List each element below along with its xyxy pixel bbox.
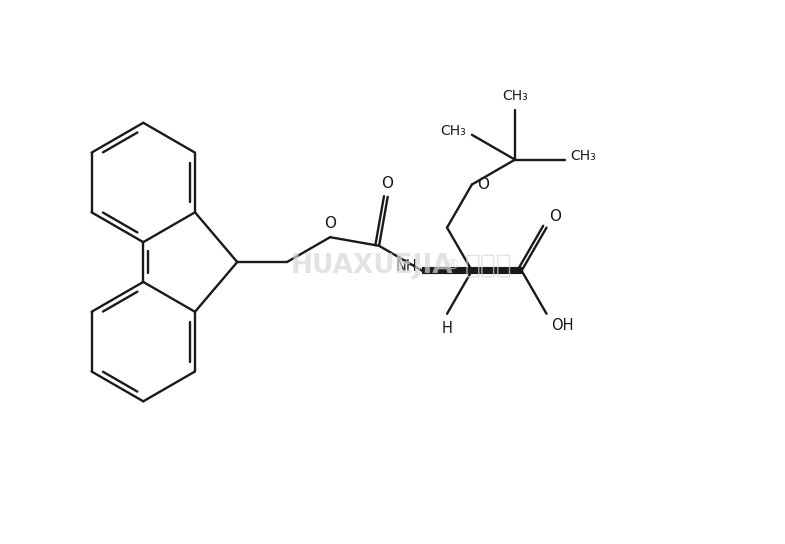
Text: H: H — [442, 321, 452, 336]
Text: ®: ® — [445, 259, 458, 273]
Text: O: O — [476, 177, 489, 192]
Text: NH: NH — [396, 259, 417, 274]
Text: HUAXUEJIA: HUAXUEJIA — [290, 253, 453, 279]
Text: CH₃: CH₃ — [502, 89, 528, 103]
Text: O: O — [550, 209, 561, 224]
Text: CH₃: CH₃ — [571, 149, 597, 163]
Text: O: O — [381, 176, 392, 191]
Text: CH₃: CH₃ — [440, 124, 466, 138]
Text: 化学加: 化学加 — [465, 253, 513, 279]
Text: OH: OH — [552, 318, 574, 333]
Text: O: O — [324, 216, 336, 231]
